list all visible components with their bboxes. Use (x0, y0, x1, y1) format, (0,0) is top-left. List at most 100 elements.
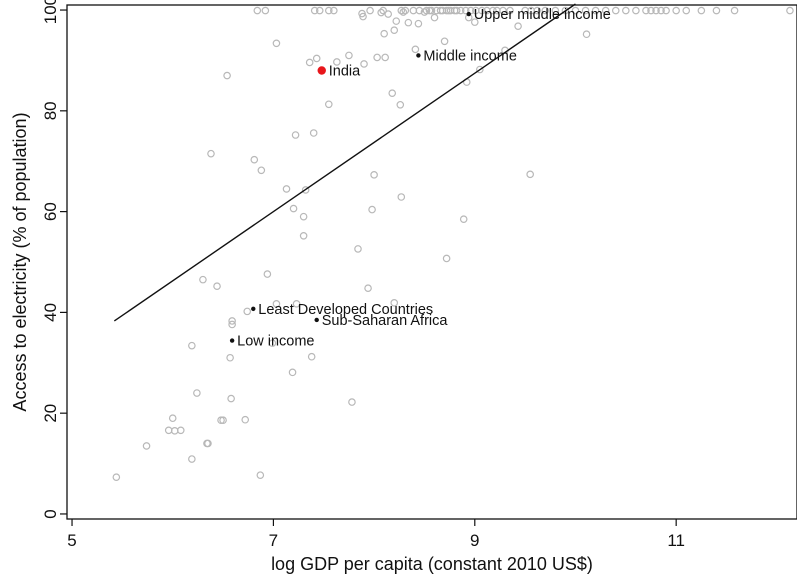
data-point (257, 166, 266, 175)
data-point (315, 6, 324, 15)
data-point (359, 12, 367, 21)
data-point (366, 6, 374, 15)
data-point (228, 320, 236, 329)
data-point (256, 471, 265, 479)
plot-frame (66, 4, 797, 520)
data-point (299, 212, 308, 221)
x-tick-label: 11 (667, 531, 685, 550)
data-point (411, 45, 420, 54)
data-point (199, 275, 207, 284)
data-point (396, 100, 405, 109)
data-point (390, 26, 399, 34)
fit-line (113, 3, 576, 322)
data-point (272, 300, 281, 308)
y-tick-label: 40 (41, 303, 60, 322)
data-point (571, 6, 580, 15)
data-point (642, 6, 650, 15)
data-point (377, 8, 385, 17)
data-points (112, 6, 794, 481)
data-point (459, 215, 468, 223)
data-point (415, 6, 424, 15)
data-point (253, 6, 262, 15)
data-point (440, 37, 449, 46)
data-point (170, 427, 179, 435)
data-point (561, 6, 570, 15)
labeled-point (229, 338, 235, 343)
data-point (461, 6, 470, 15)
data-point (401, 6, 410, 15)
data-point (188, 341, 196, 350)
data-point (330, 6, 338, 15)
data-point (261, 6, 270, 15)
data-point (213, 282, 221, 290)
data-point (422, 6, 431, 15)
data-point (354, 245, 362, 253)
data-point (622, 6, 630, 15)
labeled-points: Upper middle income Middle income Least De… (229, 7, 611, 350)
data-point (384, 10, 393, 18)
data-point (786, 6, 794, 15)
point-label: Upper middle income (474, 7, 611, 23)
data-point (370, 171, 378, 179)
data-point (533, 6, 542, 15)
point-label: Least Developed Countries (258, 302, 433, 318)
data-point (652, 6, 660, 15)
data-point (591, 6, 600, 15)
data-point (204, 439, 212, 448)
point-label: Low income (237, 334, 314, 350)
data-point (581, 6, 590, 15)
data-point (309, 129, 318, 137)
data-point (241, 415, 250, 424)
data-point (526, 170, 534, 179)
data-point (541, 6, 550, 15)
y-tick-label: 0 (41, 509, 60, 518)
data-point (307, 352, 316, 361)
data-point (379, 6, 387, 15)
data-point (470, 18, 479, 26)
data-point (292, 300, 301, 308)
data-point (188, 455, 196, 463)
data-point (324, 6, 333, 15)
data-point (299, 231, 308, 240)
data-point (499, 6, 507, 15)
data-point (414, 19, 423, 28)
data-point (227, 394, 235, 403)
data-point (582, 30, 591, 39)
data-point (373, 53, 381, 62)
data-point (601, 6, 610, 15)
data-point (672, 6, 680, 15)
y-tick-label: 60 (41, 202, 60, 221)
data-point (647, 6, 655, 15)
y-axis: 0 20 40 60 80 100 (41, 0, 67, 519)
data-point (193, 389, 201, 397)
data-point (263, 270, 272, 278)
point-label: Sub-Saharan Africa (322, 313, 449, 329)
data-point (364, 284, 372, 293)
data-point (404, 18, 413, 27)
data-point (442, 254, 451, 263)
data-point (348, 398, 356, 406)
data-point (207, 149, 215, 158)
x-axis-title: log GDP per capita (constant 2010 US$) (271, 554, 593, 574)
labeled-point (251, 306, 256, 312)
data-point (226, 353, 234, 362)
data-point (381, 53, 389, 62)
data-point (219, 416, 227, 425)
y-axis-title: Access to electricity (% of population) (10, 112, 30, 411)
data-point (397, 6, 406, 15)
data-point (289, 204, 298, 213)
labeled-point (466, 11, 471, 17)
data-point (168, 414, 177, 423)
data-point (611, 6, 620, 15)
data-point (452, 6, 461, 15)
data-point (632, 6, 640, 15)
data-point (478, 6, 486, 15)
data-point (345, 51, 353, 60)
data-point (243, 307, 252, 316)
highlight-point (317, 66, 326, 75)
data-point (551, 6, 560, 15)
data-point (310, 6, 319, 15)
data-point (682, 6, 691, 15)
data-point (291, 131, 300, 139)
data-point (409, 6, 418, 15)
